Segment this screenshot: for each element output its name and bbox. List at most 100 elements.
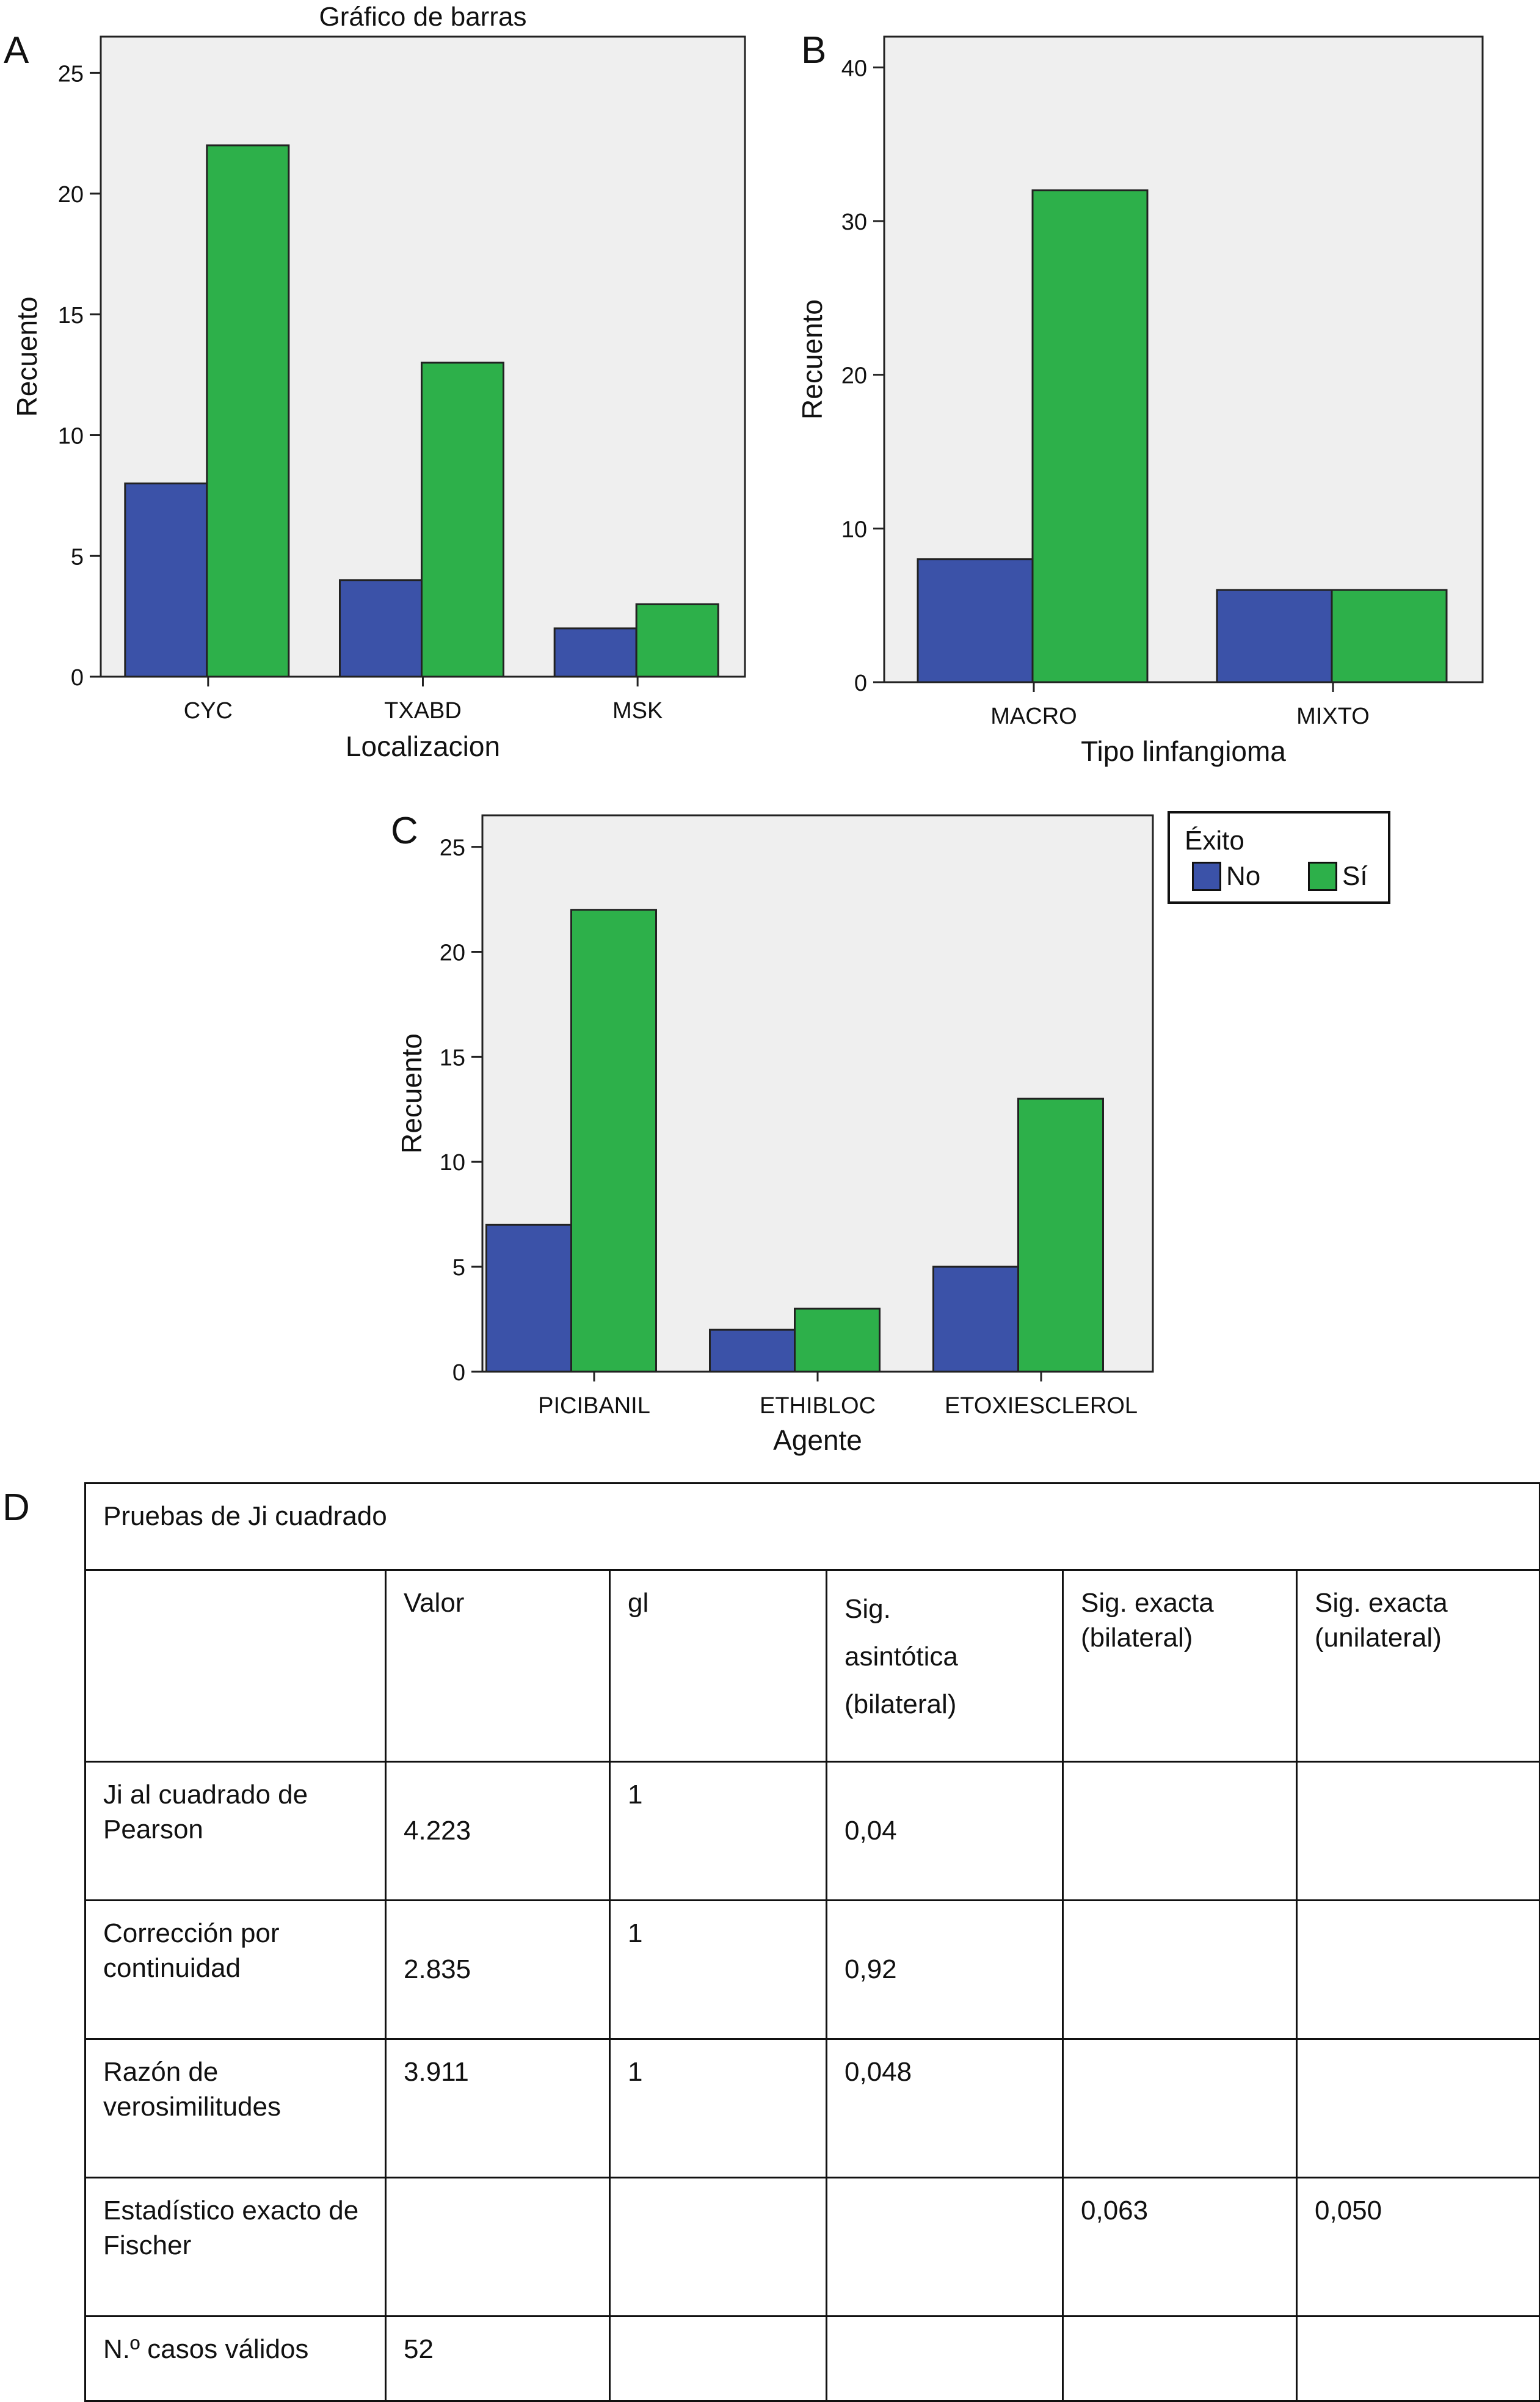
chart-a-y-tick-label: 15 bbox=[58, 303, 84, 329]
chart-c-y-tick-label: 25 bbox=[440, 835, 465, 861]
chart-c-y-axis-label: Recuento bbox=[396, 1033, 427, 1154]
legend-title: Éxito bbox=[1185, 826, 1244, 856]
chart-a-y-tick-label: 0 bbox=[71, 665, 84, 691]
table-cell: 0,92 bbox=[826, 1899, 1064, 2040]
chart-a-y-axis-label: Recuento bbox=[11, 297, 43, 417]
chart-a-x-tick-label: MSK bbox=[612, 698, 663, 724]
chart-b-x-axis-label: Tipo linfangioma bbox=[1081, 735, 1286, 767]
header-line: (bilateral) bbox=[844, 1689, 957, 1719]
header-line: asintótica bbox=[844, 1642, 958, 1672]
chart-b-x-tick-label: MACRO bbox=[990, 704, 1077, 729]
table-header-cell: Sig. exacta (unilateral) bbox=[1295, 1569, 1540, 1763]
chart-b-y-tick-label: 40 bbox=[841, 56, 867, 81]
table-cell bbox=[609, 2177, 827, 2317]
chart-c-y-tick-label: 0 bbox=[452, 1360, 465, 1386]
chart-b-y-tick-label: 20 bbox=[841, 363, 867, 389]
table-cell: 0,04 bbox=[826, 1761, 1064, 1901]
chart-legend: Éxito No Sí bbox=[1168, 811, 1390, 904]
chart-a-bar-no bbox=[553, 627, 637, 678]
chart-b-bar-si bbox=[1031, 189, 1149, 683]
table-cell bbox=[609, 2315, 827, 2402]
table-cell bbox=[826, 2315, 1064, 2402]
table-cell bbox=[1062, 2038, 1298, 2178]
chart-b-bar-no bbox=[917, 558, 1034, 683]
table-cell: Ji al cuadrado de Pearson bbox=[84, 1761, 387, 1901]
table-cell bbox=[385, 2177, 611, 2317]
header-line: Sig. bbox=[844, 1594, 891, 1624]
chart-b-bar-si bbox=[1331, 589, 1448, 683]
chart-c-y-tick-label: 10 bbox=[440, 1150, 465, 1176]
chart-c-bar-no bbox=[485, 1223, 572, 1373]
table-cell: 1 bbox=[609, 1761, 827, 1901]
legend-label-si: Sí bbox=[1342, 861, 1368, 891]
table-cell: 4.223 bbox=[385, 1761, 611, 1901]
legend-item-si: Sí bbox=[1308, 861, 1368, 892]
table-cell: 52 bbox=[385, 2315, 611, 2402]
chart-c-bar-si bbox=[570, 909, 657, 1373]
table-row: Razón de verosimilitudes 3.911 1 0,048 bbox=[84, 2038, 1540, 2178]
chart-a-x-axis-label: Localizacion bbox=[346, 730, 500, 762]
chart-c-bar-no bbox=[932, 1265, 1019, 1373]
table-cell: Razón de verosimilitudes bbox=[84, 2038, 387, 2178]
table-row: Corrección por continuidad 2.835 1 0,92 bbox=[84, 1899, 1540, 2040]
chart-a-y-tick-label: 10 bbox=[58, 424, 84, 449]
chart-a-bar-no bbox=[339, 579, 423, 678]
table-cell bbox=[1062, 2315, 1298, 2402]
table-cell bbox=[1295, 2315, 1540, 2402]
chart-b-x-tick-label: MIXTO bbox=[1296, 704, 1370, 729]
chart-b-y-tick-label: 30 bbox=[841, 209, 867, 235]
chart-b-y-tick-label: 0 bbox=[854, 671, 867, 696]
table-cell bbox=[1062, 1761, 1298, 1901]
chart-b-bar-no bbox=[1216, 589, 1333, 683]
chart-a-x-tick-label: TXABD bbox=[384, 698, 462, 724]
chart-a-bar-no bbox=[124, 482, 208, 678]
table-row: Ji al cuadrado de Pearson 4.223 1 0,04 bbox=[84, 1761, 1540, 1901]
table-cell: 3.911 bbox=[385, 2038, 611, 2178]
chart-a-y-tick-label: 5 bbox=[71, 544, 84, 570]
table-cell bbox=[1062, 1899, 1298, 2040]
table-cell: Estadístico exacto de Fischer bbox=[84, 2177, 387, 2317]
chart-a-title: Gráfico de barras bbox=[319, 2, 527, 32]
table-cell: 0,048 bbox=[826, 2038, 1064, 2178]
panel-label-d: D bbox=[2, 1487, 30, 1529]
charts-canvas: 0 5 10 15 20 25 CYC TXABD MSK Gráfico de barras Lo… bbox=[11, 2, 1484, 1456]
table-header-cell: Sig. asintótica (bilateral) bbox=[826, 1569, 1064, 1763]
table-cell: Corrección por continuidad bbox=[84, 1899, 387, 2040]
chart-c-x-tick-label: ETOXIESCLEROL bbox=[945, 1393, 1138, 1419]
table-row: N.º casos válidos 52 bbox=[84, 2315, 1540, 2402]
panel-label-c: C bbox=[391, 810, 418, 852]
chart-c-x-axis-label: Agente bbox=[773, 1424, 862, 1456]
chart-a-y-tick-label: 20 bbox=[58, 182, 84, 208]
chart-c-bar-si bbox=[794, 1308, 881, 1373]
panel-label-a: A bbox=[4, 29, 29, 71]
chart-a-bar-si bbox=[635, 603, 719, 678]
table-title-row: Pruebas de Ji cuadrado bbox=[84, 1482, 1540, 1571]
chart-c-y-tick-label: 15 bbox=[440, 1045, 465, 1071]
table-row: Estadístico exacto de Fischer 0,063 0,05… bbox=[84, 2177, 1540, 2317]
chart-c-y-tick-label: 20 bbox=[440, 940, 465, 966]
chart-c-x-tick-label: PICIBANIL bbox=[538, 1393, 650, 1419]
table-cell bbox=[826, 2177, 1064, 2317]
table-cell bbox=[1295, 1899, 1540, 2040]
chart-c-bar-no bbox=[709, 1328, 796, 1373]
panel-label-b: B bbox=[801, 29, 827, 71]
legend-label-no: No bbox=[1226, 861, 1261, 891]
table-cell: 1 bbox=[609, 1899, 827, 2040]
table-title: Pruebas de Ji cuadrado bbox=[84, 1482, 1540, 1571]
table-cell bbox=[1295, 1761, 1540, 1901]
table-header-cell: Valor bbox=[385, 1569, 611, 1763]
table-cell: 0,050 bbox=[1295, 2177, 1540, 2317]
table-header-cell: Sig. exacta (bilateral) bbox=[1062, 1569, 1298, 1763]
table-cell bbox=[1295, 2038, 1540, 2178]
chart-a-bar-si bbox=[206, 144, 290, 678]
chart-a-bar-si bbox=[421, 362, 504, 678]
table-header-cell: gl bbox=[609, 1569, 827, 1763]
chart-b-y-tick-label: 10 bbox=[841, 517, 867, 542]
table-cell: N.º casos válidos bbox=[84, 2315, 387, 2402]
chart-c-x-tick-label: ETHIBLOC bbox=[760, 1393, 876, 1419]
table-header-row: Valor gl Sig. asintótica (bilateral) Sig… bbox=[84, 1569, 1540, 1763]
chart-c-y-tick-label: 5 bbox=[452, 1255, 465, 1281]
chart-c-bar-si bbox=[1017, 1097, 1104, 1373]
chart-a-y-tick-label: 25 bbox=[58, 61, 84, 87]
chi-square-table: Pruebas de Ji cuadrado Valor gl Sig. asi… bbox=[84, 1482, 1540, 2402]
